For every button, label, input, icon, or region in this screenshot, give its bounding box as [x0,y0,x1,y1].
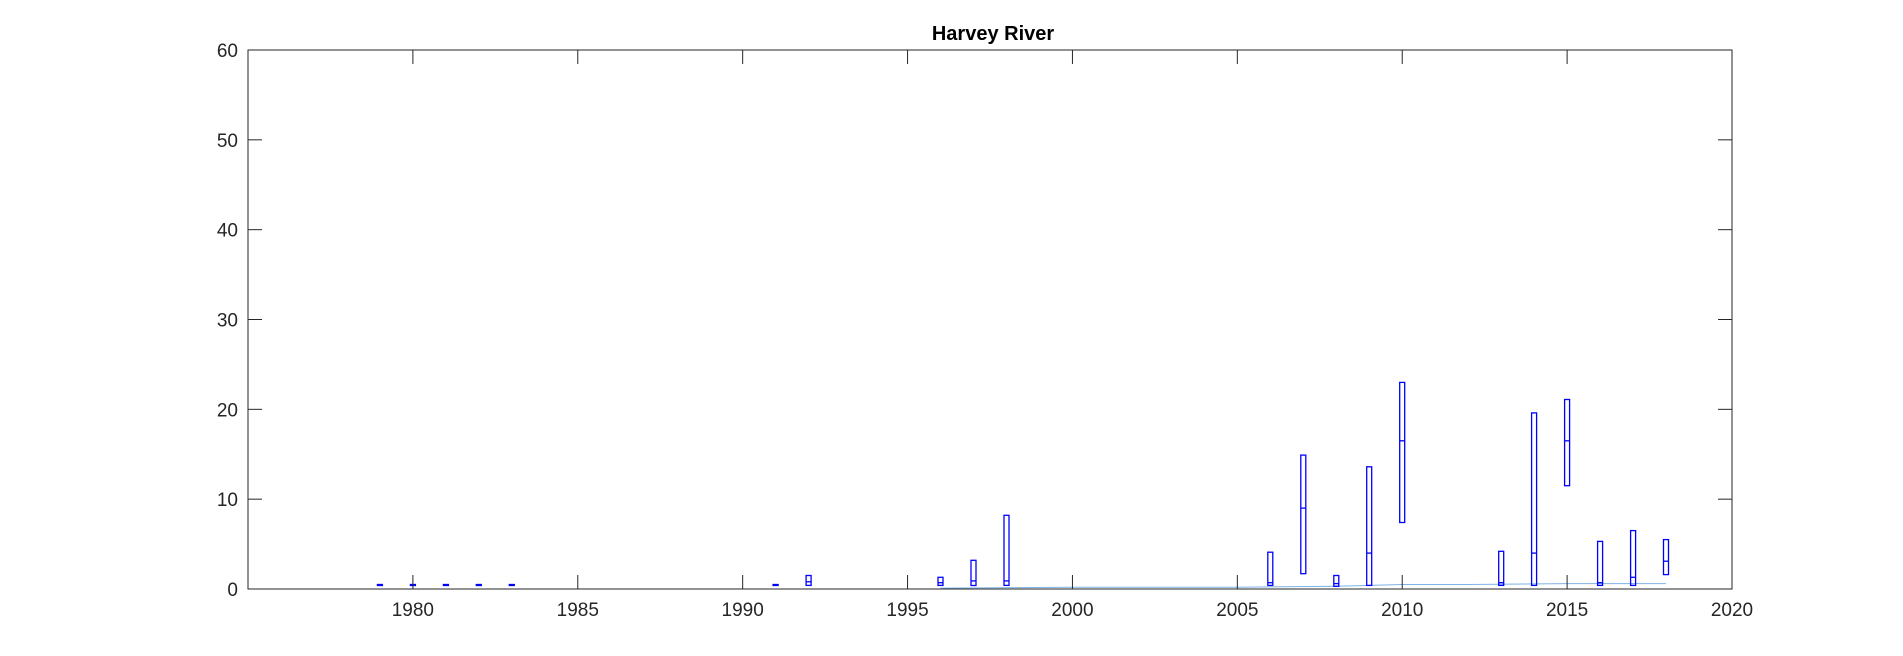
box-2016 [1596,540,1604,587]
y-tick-label: 0 [227,580,238,601]
y-tick-label: 60 [217,41,238,62]
y-tick-label: 50 [217,131,238,152]
x-tick-label: 1980 [392,600,434,621]
box-2018 [1662,538,1670,576]
y-tick-label: 30 [217,311,238,332]
axes-layer: 1980 1985 1990 1995 2000 2005 2010 2015 2020 0 10 2… [217,41,1753,621]
box-rect [1399,381,1406,524]
x-tick-label: 1985 [557,600,599,621]
box-2007 [1300,454,1307,575]
box-rect [1300,454,1307,575]
box-1997 [970,559,977,587]
box-2017 [1629,529,1637,587]
box-2015 [1563,398,1571,487]
box-2010 [1399,381,1406,524]
box-2014 [1530,412,1538,587]
box-1979 [376,583,384,587]
box-2009 [1366,466,1373,587]
box-1991 [772,583,779,587]
box-1998 [1003,514,1010,587]
box-1996 [937,576,944,587]
boxes-layer [376,381,1670,587]
y-tick-label: 40 [217,221,238,242]
box-1992 [805,574,812,587]
reference-line [940,583,1666,589]
x-tick-label: 1995 [886,600,928,621]
x-tick-label: 2020 [1711,600,1753,621]
plot-frame [247,49,1733,590]
chart-title: Harvey River [932,23,1055,45]
x-tick-label: 2005 [1216,600,1258,621]
box-rect [937,576,944,587]
box-rect [1333,574,1340,587]
box-rect [1596,540,1604,587]
box-2008 [1333,574,1340,587]
box-1982 [475,583,482,587]
box-1983 [508,583,515,587]
box-rect [805,574,812,587]
box-1981 [442,583,450,587]
x-tick-label: 2000 [1051,600,1093,621]
y-tick-label: 10 [217,490,238,511]
box-rect [1366,466,1373,587]
box-rect [1003,514,1010,587]
y-tick-label: 20 [217,400,238,421]
x-tick-label: 1990 [722,600,764,621]
reference-line-layer [940,583,1666,589]
box-rect [970,559,977,587]
box-rect [1662,538,1670,576]
box-rect [1530,412,1538,587]
box-rect [1563,398,1571,487]
x-tick-label: 2015 [1546,600,1588,621]
box-2006 [1267,551,1274,587]
x-tick-label: 2010 [1381,600,1423,621]
box-rect [1498,550,1505,587]
box-2013 [1498,550,1505,587]
box-rect [1629,529,1637,587]
box-rect [1267,551,1274,587]
